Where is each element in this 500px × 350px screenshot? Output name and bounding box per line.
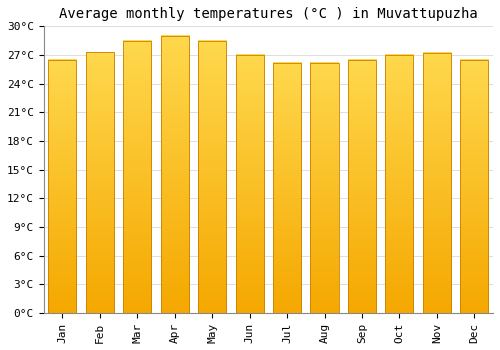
Bar: [86, 52, 114, 313]
Bar: [198, 41, 226, 313]
Bar: [460, 60, 488, 313]
Bar: [160, 36, 189, 313]
Bar: [273, 63, 301, 313]
Bar: [423, 53, 451, 313]
Bar: [123, 41, 152, 313]
Bar: [48, 60, 76, 313]
Bar: [386, 55, 413, 313]
Bar: [236, 55, 264, 313]
Title: Average monthly temperatures (°C ) in Muvattupuzha: Average monthly temperatures (°C ) in Mu…: [59, 7, 478, 21]
Bar: [310, 63, 338, 313]
Bar: [348, 60, 376, 313]
